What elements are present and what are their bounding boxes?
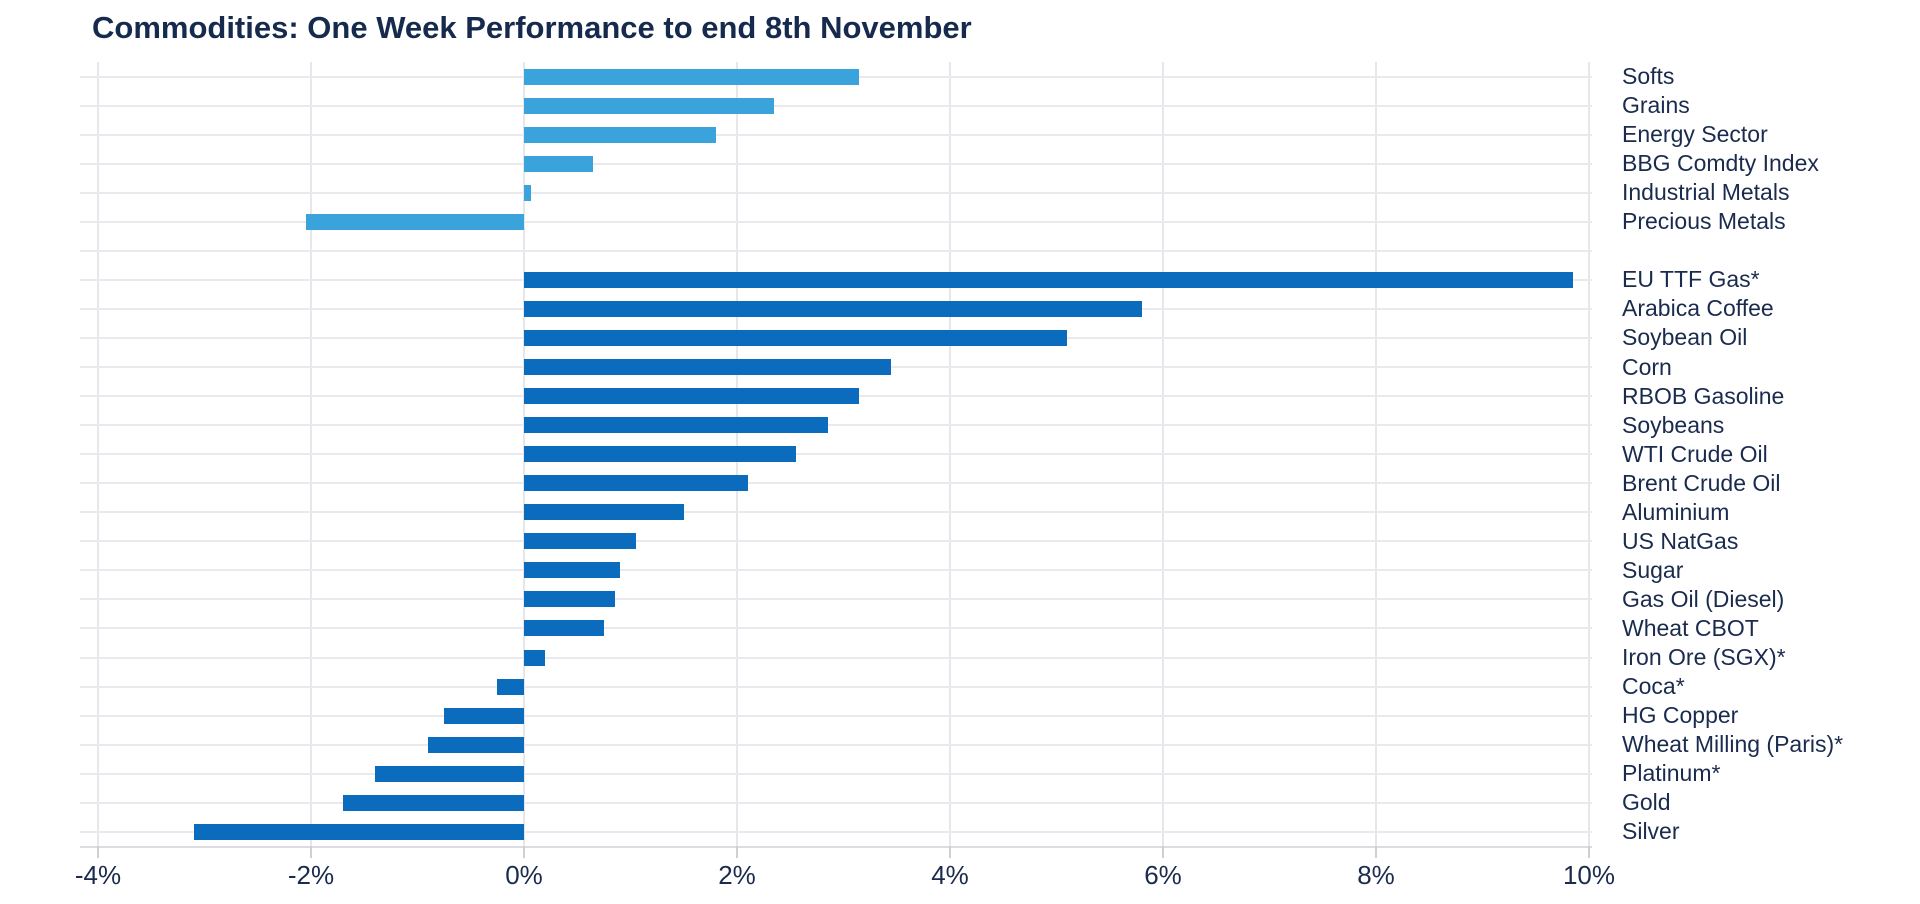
category-label-corn: Corn [1622,353,1672,380]
category-label-hg-copper: HG Copper [1622,702,1739,729]
bar-brent-crude-oil [524,475,748,492]
x-axis-tick [1375,846,1377,858]
horizontal-gridline [80,830,1592,833]
bar-precious-metals [305,213,524,230]
horizontal-gridline [80,772,1592,775]
bar-coca [497,678,524,695]
bar-gas-oil-diesel [524,591,615,608]
x-axis-tick [1588,846,1590,858]
category-label-eu-ttf-gas: EU TTF Gas* [1622,266,1760,293]
x-axis-tick [523,846,525,858]
bar-platinum [374,765,524,782]
horizontal-gridline [80,714,1592,717]
category-label-aluminium: Aluminium [1622,498,1730,525]
bar-grains [524,97,775,114]
horizontal-gridline [80,249,1592,252]
category-label-sugar: Sugar [1622,556,1684,583]
category-label-coca: Coca* [1622,673,1685,700]
bar-rbob-gasoline [524,388,860,405]
category-label-iron-ore-sgx: Iron Ore (SGX)* [1622,644,1786,671]
horizontal-gridline [80,424,1592,427]
x-axis-label-8: 8% [1357,860,1395,890]
horizontal-gridline [80,540,1592,543]
horizontal-gridline [80,453,1592,456]
category-label-gold: Gold [1622,789,1671,816]
horizontal-gridline [80,104,1592,107]
category-label-industrial-metals: Industrial Metals [1622,179,1790,206]
x-axis-label-4: 4% [931,860,969,890]
category-label-grains: Grains [1622,92,1690,119]
bar-silver [193,823,524,840]
x-axis-label-6: 6% [1144,860,1182,890]
bar-softs [524,68,860,85]
category-label-wheat-cbot: Wheat CBOT [1622,614,1759,641]
x-axis-label-4: -4% [74,860,122,890]
bar-eu-ttf-gas [524,271,1574,288]
category-label-soybeans: Soybeans [1622,411,1725,438]
bar-bbg-comdty-index [524,155,594,172]
horizontal-gridline [80,191,1592,194]
bar-sugar [524,562,620,579]
x-axis-tick [97,846,99,858]
horizontal-gridline [80,162,1592,165]
bar-aluminium [524,504,684,521]
bar-energy-sector [524,126,716,143]
bar-industrial-metals [524,184,532,201]
bar-soybeans [524,417,828,434]
category-label-brent-crude-oil: Brent Crude Oil [1622,469,1781,496]
horizontal-gridline [80,569,1592,572]
x-axis-label-2: 2% [718,860,756,890]
bar-soybean-oil [524,329,1068,346]
x-axis-tick [949,846,951,858]
category-label-arabica-coffee: Arabica Coffee [1622,295,1774,322]
horizontal-gridline [80,482,1592,485]
bar-gold [342,794,524,811]
category-label-gas-oil-diesel: Gas Oil (Diesel) [1622,585,1785,612]
horizontal-gridline [80,220,1592,223]
horizontal-gridline [80,598,1592,601]
category-label-silver: Silver [1622,818,1680,845]
x-axis-line [80,846,1592,848]
category-label-platinum: Platinum* [1622,760,1721,787]
bar-arabica-coffee [524,300,1142,317]
bar-iron-ore-sgx [524,649,546,666]
category-label-us-natgas: US NatGas [1622,527,1739,554]
bar-wheat-cbot [524,620,604,637]
bar-hg-copper [444,707,524,724]
bar-wti-crude-oil [524,446,796,463]
category-label-energy-sector: Energy Sector [1622,121,1768,148]
bar-us-natgas [524,533,636,550]
bar-wheat-milling-paris [428,736,524,753]
horizontal-gridline [80,685,1592,688]
x-axis-label-10: 10% [1562,860,1616,890]
horizontal-gridline [80,511,1592,514]
category-label-softs: Softs [1622,63,1675,90]
horizontal-gridline [80,801,1592,804]
horizontal-gridline [80,627,1592,630]
category-label-rbob-gasoline: RBOB Gasoline [1622,382,1785,409]
x-axis-tick [1162,846,1164,858]
category-label-soybean-oil: Soybean Oil [1622,324,1748,351]
x-axis-tick [736,846,738,858]
category-label-wti-crude-oil: WTI Crude Oil [1622,440,1768,467]
bar-corn [524,359,892,376]
horizontal-gridline [80,133,1592,136]
category-label-bbg-comdty-index: BBG Comdty Index [1622,150,1819,177]
x-axis-label-2: -2% [287,860,335,890]
horizontal-gridline [80,743,1592,746]
category-label-precious-metals: Precious Metals [1622,208,1786,235]
category-label-wheat-milling-paris: Wheat Milling (Paris)* [1622,731,1844,758]
x-axis-label-0: 0% [505,860,543,890]
x-axis-tick [310,846,312,858]
horizontal-gridline [80,656,1592,659]
chart-title: Commodities: One Week Performance to end… [92,10,972,45]
